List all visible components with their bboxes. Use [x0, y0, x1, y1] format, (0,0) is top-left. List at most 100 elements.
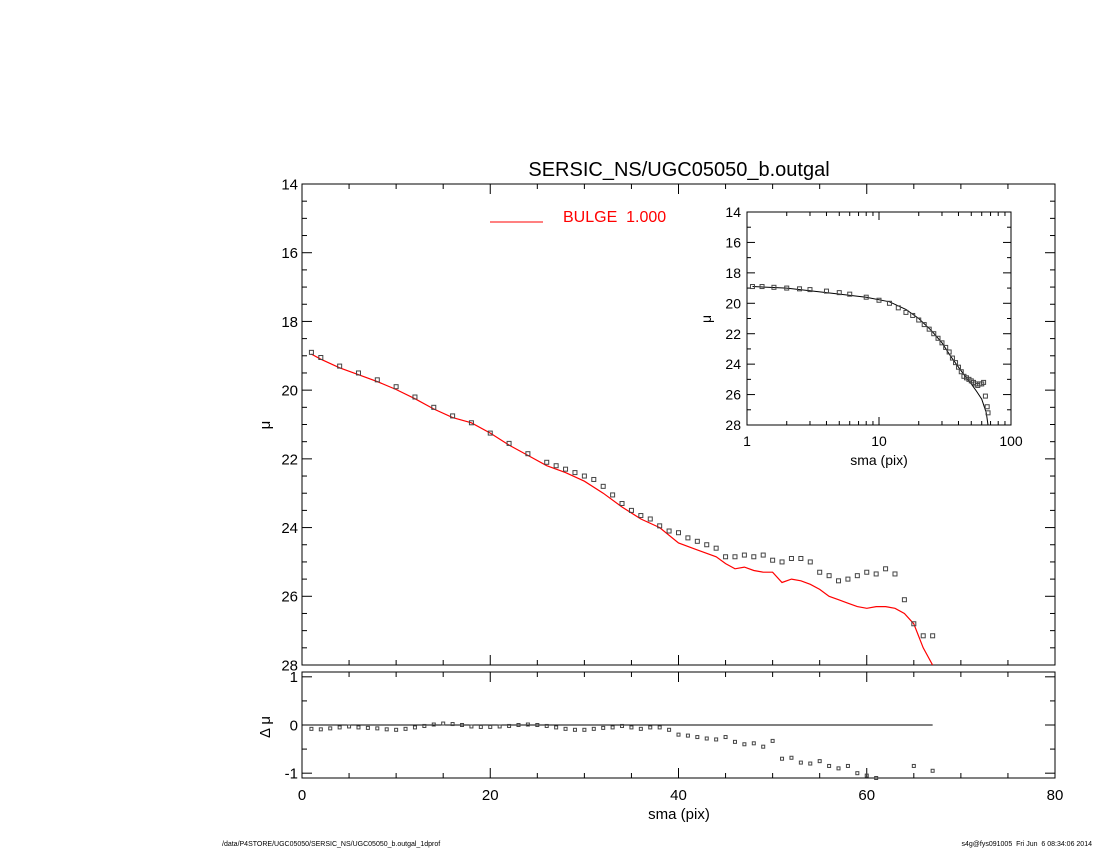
residual-data-point	[808, 761, 813, 766]
inset-observed-data-point	[823, 288, 829, 294]
residual-data-point	[375, 726, 380, 731]
residual-data-point	[676, 732, 681, 737]
main-observed-data-point	[318, 355, 324, 361]
legend: BULGE 1.000	[490, 209, 666, 226]
inset-observed-data-point	[807, 287, 813, 293]
main-observed-data-point	[760, 552, 766, 558]
main-observed-data-point	[572, 470, 578, 476]
residual-data-point	[591, 726, 596, 731]
inset-observed-data-point	[935, 335, 941, 341]
main-observed-data-point	[412, 394, 418, 400]
main-y-tick-label: 14	[281, 176, 298, 193]
main-observed-data-point	[883, 566, 889, 572]
inset-observed-data-point	[955, 364, 961, 370]
residual-data-point	[601, 725, 606, 730]
main-observed-data-point	[817, 569, 823, 575]
residual-data-point	[780, 756, 785, 761]
residual-data-point	[337, 725, 342, 730]
main-observed-data-point	[807, 559, 813, 565]
residual-data-point	[874, 776, 879, 780]
residual-data-point	[488, 724, 493, 729]
main-data-layer	[308, 349, 936, 665]
inset-x-tick-label: 1	[743, 433, 751, 449]
inset-observed-data-point	[903, 309, 909, 315]
main-observed-data-point	[854, 573, 860, 579]
main-observed-data-point	[355, 370, 361, 376]
residual-data-point	[610, 725, 615, 730]
inset-y-tick-label: 16	[725, 234, 741, 250]
main-observed-data-point	[525, 451, 531, 457]
inset-observed-data-point	[784, 285, 790, 291]
main-observed-data-point	[628, 507, 634, 513]
residual-data-point	[328, 726, 333, 731]
inset-observed-data-point	[949, 355, 955, 361]
residual-data-point	[412, 725, 417, 730]
inset-y-tick-label: 28	[725, 417, 741, 433]
main-observed-data-point	[450, 413, 456, 419]
main-observed-data-point	[741, 552, 747, 558]
main-observed-data-point	[901, 597, 907, 603]
main-y-axis-label: μ	[257, 421, 274, 430]
residual-data-point	[497, 724, 502, 729]
main-observed-data-point	[770, 557, 776, 563]
inset-observed-data-point	[910, 312, 916, 318]
residual-x-tick-label: 20	[482, 787, 499, 804]
residual-data-point	[789, 755, 794, 760]
residual-data-point	[911, 763, 916, 768]
residual-data-point	[554, 725, 559, 730]
main-bulge-series-line	[311, 353, 934, 665]
main-observed-data-point	[836, 578, 842, 584]
inset-observed-data-point	[984, 404, 990, 410]
inset-observed-data-point	[771, 284, 777, 290]
residual-data-point	[723, 735, 728, 740]
residual-data-point	[685, 733, 690, 738]
residual-data-point	[450, 722, 455, 727]
main-observed-data-point	[563, 466, 569, 472]
residual-x-tick-label: 40	[670, 787, 687, 804]
residual-data-point	[695, 735, 700, 740]
residual-data-point	[714, 737, 719, 742]
main-observed-data-point	[647, 516, 653, 522]
main-observed-data-point	[864, 569, 870, 575]
main-observed-data-point	[873, 571, 879, 577]
residual-data-point	[761, 744, 766, 749]
inset-observed-data-point	[958, 369, 964, 375]
residual-data-point	[309, 726, 314, 731]
main-observed-data-point	[591, 476, 597, 482]
inset-observed-data-point	[926, 326, 932, 332]
residual-data-point	[422, 723, 427, 728]
main-observed-data-point	[600, 483, 606, 489]
inset-y-tick-label: 24	[725, 356, 741, 372]
residual-y-tick-label: 1	[290, 669, 298, 686]
residual-data-point	[704, 736, 709, 741]
main-observed-data-point	[892, 571, 898, 577]
inset-observed-data-point	[759, 284, 765, 290]
main-observed-data-point	[685, 535, 691, 541]
residual-data-point	[525, 722, 530, 727]
residual-data-point	[507, 723, 512, 728]
inset-x-tick-label: 100	[999, 433, 1023, 449]
main-observed-data-point	[487, 430, 493, 436]
residual-data-point	[441, 721, 446, 726]
main-observed-data-point	[666, 528, 672, 534]
inset-observed-data-point	[886, 300, 892, 306]
residual-data-point	[648, 725, 653, 730]
inset-observed-data-point	[931, 331, 937, 337]
residual-data-point	[563, 726, 568, 731]
residual-data-point	[657, 725, 662, 730]
residual-data-point	[667, 727, 672, 732]
main-observed-data-point	[751, 554, 757, 560]
residual-data-point	[817, 759, 822, 764]
main-observed-data-point	[713, 545, 719, 551]
residual-data-point	[356, 725, 361, 730]
inset-observed-data-point	[863, 294, 869, 300]
main-observed-data-point	[694, 538, 700, 544]
residual-data-point	[582, 727, 587, 732]
residual-y-axis-label: Δ μ	[257, 716, 274, 738]
residual-y-tick-label: -1	[285, 766, 298, 783]
residual-x-tick-label: 0	[298, 787, 306, 804]
main-observed-data-point	[911, 621, 917, 627]
main-y-tick-label: 20	[281, 383, 298, 400]
residual-data-point	[742, 742, 747, 747]
main-y-tick-label: 26	[281, 589, 298, 606]
